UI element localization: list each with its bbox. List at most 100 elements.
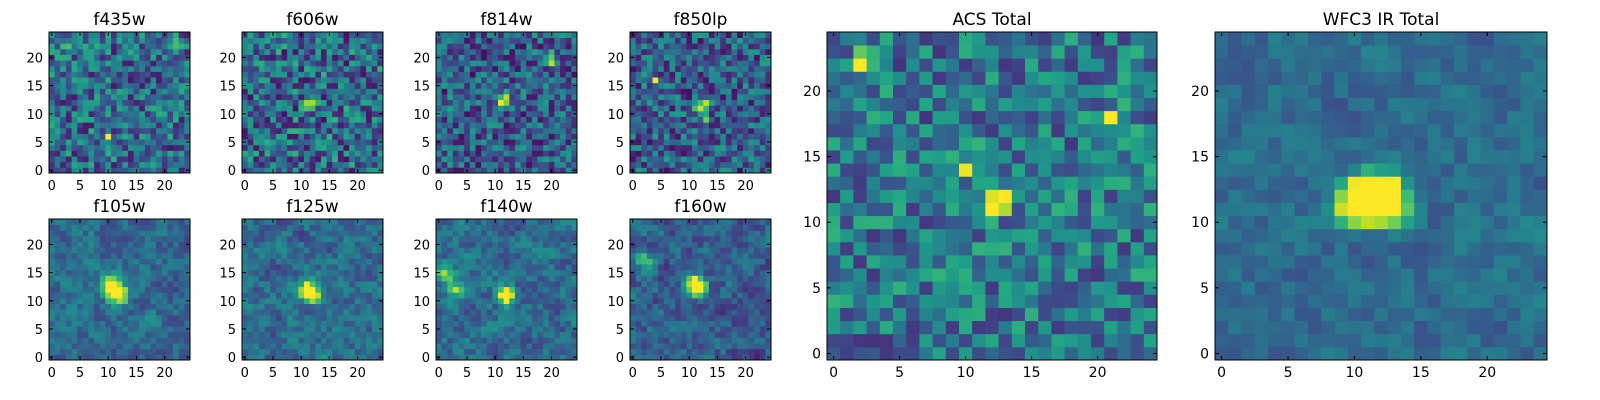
heatmap-cell [287,37,294,44]
heatmap-cell [184,156,191,163]
heatmap-cell [765,314,772,321]
heatmap-cell [60,337,67,344]
heatmap-cell [486,161,493,168]
y-tick-label: 5 [35,323,43,338]
heatmap-cell [258,292,265,299]
x-tick-label: 15 [321,366,338,381]
heatmap-cell [122,269,129,276]
heatmap-cell [349,326,356,333]
heatmap-cell [759,110,766,117]
heatmap-cell [548,224,555,231]
heatmap-cell [509,241,516,248]
heatmap-cell [184,309,191,316]
heatmap-cell [663,150,670,157]
heatmap-cell [630,77,637,84]
heatmap-cell [320,292,327,299]
heatmap-cell [371,264,378,271]
heatmap-cell [49,48,56,55]
heatmap-cell [658,343,665,350]
heatmap-cell [703,286,710,293]
heatmap-cell [337,247,344,254]
heatmap-cell [486,235,493,242]
heatmap-cell [88,247,95,254]
heatmap-cell [178,275,185,282]
heatmap-cell [458,230,465,237]
heatmap-cell [292,133,299,140]
heatmap-cell [537,286,544,293]
heatmap-cell [275,264,282,271]
heatmap-cell [765,43,772,50]
heatmap-cell [663,139,670,146]
heatmap-cell [565,43,572,50]
heatmap-cell [509,48,516,55]
heatmap-cell [658,156,665,163]
heatmap-cell [127,337,134,344]
heatmap-cell [503,297,510,304]
heatmap-cell [173,281,180,288]
heatmap-cell [178,224,185,231]
heatmap-cell [635,281,642,288]
heatmap-cell [247,156,254,163]
heatmap-cell [88,144,95,151]
heatmap-cell [71,230,78,237]
heatmap-cell [737,71,744,78]
heatmap-cell [520,71,527,78]
heatmap-cell [669,88,676,95]
heatmap-cell [503,156,510,163]
heatmap-cell [82,320,89,327]
heatmap-cell [281,247,288,254]
heatmap-cell [731,303,738,310]
axes-frame [435,31,578,174]
heatmap-cell [150,241,157,248]
heatmap-cell [675,286,682,293]
heatmap-cell [509,65,516,72]
heatmap-cell [167,94,174,101]
heatmap-cell [82,110,89,117]
heatmap-cell [554,286,561,293]
heatmap-cell [708,144,715,151]
heatmap-cell [481,343,488,350]
heatmap-cell [520,156,527,163]
heatmap-cell [242,348,249,355]
heatmap-cell [150,297,157,304]
heatmap-cell [167,99,174,106]
heatmap-cell [498,110,505,117]
heatmap-cell [725,281,732,288]
heatmap-cell [526,230,533,237]
heatmap-cell [498,219,505,226]
heatmap-cell [725,127,732,134]
heatmap-cell [652,275,659,282]
heatmap-cell [133,337,140,344]
heatmap-cell [514,60,521,67]
heatmap-cell [315,127,322,134]
heatmap-cell [754,144,761,151]
heatmap-cell [49,88,56,95]
heatmap-cell [646,354,653,361]
heatmap-cell [526,252,533,259]
heatmap-cell [167,139,174,146]
heatmap-cell [748,337,755,344]
heatmap-cell [759,37,766,44]
heatmap-cell [71,37,78,44]
heatmap-cell [708,127,715,134]
heatmap-cell [554,269,561,276]
heatmap-cell [77,348,84,355]
heatmap-cell [469,48,476,55]
heatmap-cell [105,139,112,146]
heatmap-cell [105,326,112,333]
heatmap-cell [754,139,761,146]
heatmap-cell [173,303,180,310]
heatmap-cell [94,82,101,89]
heatmap-cell [150,94,157,101]
heatmap-cell [652,65,659,72]
heatmap-cell [77,105,84,112]
heatmap-cell [127,314,134,321]
heatmap-cell [377,309,384,316]
heatmap-cell [304,354,311,361]
heatmap-cell [371,94,378,101]
heatmap-cell [111,309,118,316]
heatmap-cell [287,65,294,72]
heatmap-cell [441,65,448,72]
heatmap-cell [635,320,642,327]
heatmap-cell [54,258,61,265]
